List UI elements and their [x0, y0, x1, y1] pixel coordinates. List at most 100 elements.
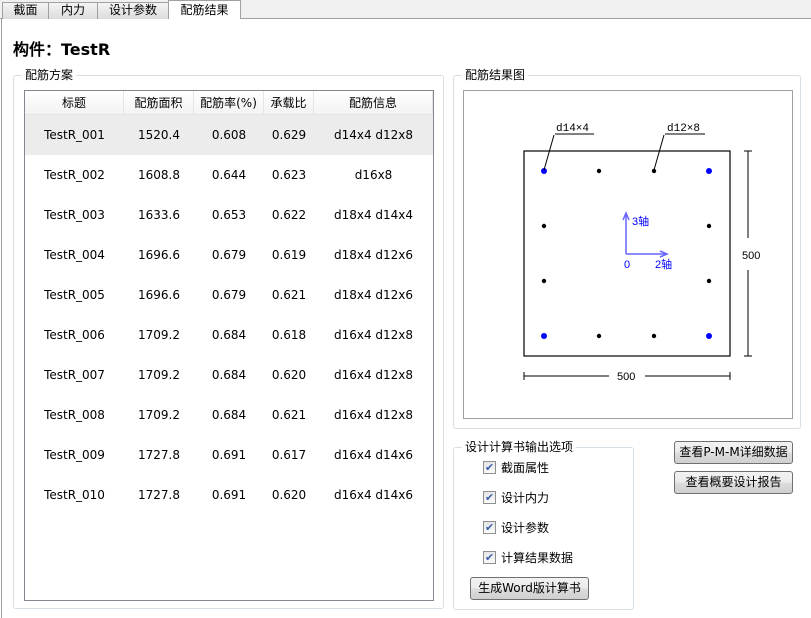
table-row[interactable]: TestR_006 1709.2 0.684 0.618 d16x4 d12x8 — [25, 315, 433, 355]
table-cell: d16x4 d12x8 — [333, 408, 414, 422]
table-row[interactable]: TestR_005 1696.6 0.679 0.621 d18x4 d12x6 — [25, 275, 433, 315]
width-dim-label: 500 — [617, 371, 635, 383]
table-cell: d18x4 d12x6 — [333, 288, 414, 302]
table-cell: 0.621 — [271, 288, 307, 302]
table-cell: d16x4 d14x6 — [333, 488, 414, 502]
table-row[interactable]: TestR_001 1520.4 0.608 0.629 d14x4 d12x8 — [25, 115, 433, 155]
axis3-label: 3轴 — [632, 214, 649, 228]
side-rebar — [651, 333, 657, 339]
diagram-group-label: 配筋结果图 — [462, 68, 529, 82]
option-label: 计算结果数据 — [501, 551, 574, 565]
table-cell: TestR_001 — [44, 128, 105, 142]
table-cell: 1709.2 — [138, 408, 180, 422]
table-row[interactable]: TestR_008 1709.2 0.684 0.621 d16x4 d12x8 — [25, 395, 433, 435]
output-options-group: 设计计算书输出选项 — [453, 440, 634, 610]
table-cell: d16x4 d14x6 — [333, 448, 414, 462]
table-cell: d14x4 d12x8 — [333, 128, 414, 142]
table-cell: TestR_005 — [44, 288, 105, 302]
checkbox-design-params[interactable]: ✔ — [483, 521, 496, 534]
table-cell: 0.684 — [211, 408, 247, 422]
table-cell: d18x4 d12x6 — [333, 248, 414, 262]
corner-rebar — [541, 333, 547, 339]
generate-word-button[interactable]: 生成Word版计算书 — [470, 577, 589, 600]
table-cell: 0.621 — [271, 408, 307, 422]
side-rebar — [541, 223, 547, 229]
table-row[interactable]: TestR_007 1709.2 0.684 0.620 d16x4 d12x8 — [25, 355, 433, 395]
output-options-label: 设计计算书输出选项 — [462, 440, 577, 454]
view-summary-report-button[interactable]: 查看概要设计报告 — [674, 471, 793, 494]
corner-bar-label: d14×4 — [556, 123, 589, 135]
table-cell: 0.629 — [271, 128, 307, 142]
height-dim-label: 500 — [742, 250, 760, 262]
table-cell: 0.620 — [271, 488, 307, 502]
side-rebar — [596, 333, 602, 339]
height-dimension — [744, 150, 752, 357]
origin-label: 0 — [624, 259, 630, 271]
table-cell: 0.684 — [211, 328, 247, 342]
axis-arrows — [622, 211, 669, 258]
tab-reinforcement-result[interactable]: 配筋结果 — [168, 0, 241, 20]
tab-internal-force[interactable]: 内力 — [48, 2, 98, 19]
corner-rebar — [706, 333, 712, 339]
page-title: 构件：TestR — [13, 40, 111, 59]
table-cell: 1608.8 — [138, 168, 180, 182]
table-cell: 1696.6 — [138, 288, 180, 302]
table-header: 标题 配筋面积 配筋率(%) 承载比 配筋信息 — [25, 91, 433, 115]
table-cell: 0.608 — [211, 128, 247, 142]
checkbox-section-props[interactable]: ✔ — [483, 461, 496, 474]
tab-design-params[interactable]: 设计参数 — [97, 2, 169, 19]
table-cell: TestR_004 — [44, 248, 105, 262]
diagram-canvas: d14×4 d12×8 500 500 3轴 0 2轴 — [463, 90, 793, 419]
table-cell: 1727.8 — [138, 448, 180, 462]
table-cell: 1633.6 — [138, 208, 180, 222]
table-cell: 0.653 — [211, 208, 247, 222]
side-rebar — [541, 278, 547, 284]
option-label: 设计参数 — [501, 521, 550, 535]
leader-line-side — [653, 134, 665, 171]
option-label: 截面属性 — [501, 461, 550, 475]
table-cell: 0.644 — [211, 168, 247, 182]
option-label: 设计内力 — [501, 491, 550, 505]
table-cell: 0.679 — [211, 288, 247, 302]
scheme-table[interactable]: 标题 配筋面积 配筋率(%) 承载比 配筋信息 TestR_001 1520.4 0… — [24, 90, 434, 601]
table-cell: 1520.4 — [138, 128, 180, 142]
table-cell: d16x4 d12x8 — [333, 368, 414, 382]
table-cell: d16x4 d12x8 — [333, 328, 414, 342]
scheme-group: 配筋方案 — [13, 68, 444, 609]
diagram-group: 配筋结果图 — [453, 68, 801, 429]
table-row[interactable]: TestR_002 1608.8 0.644 0.623 d16x8 — [25, 155, 433, 195]
section-outline — [523, 150, 731, 357]
view-pmm-detail-button[interactable]: 查看P-M-M详细数据 — [674, 441, 793, 464]
col-info[interactable]: 配筋信息 — [314, 91, 433, 115]
side-rebar — [651, 168, 657, 174]
col-title[interactable]: 标题 — [25, 91, 124, 115]
table-cell: 0.691 — [211, 488, 247, 502]
table-cell: 0.623 — [271, 168, 307, 182]
table-cell: TestR_010 — [44, 488, 105, 502]
side-rebar — [706, 223, 712, 229]
checkbox-result-data[interactable]: ✔ — [483, 551, 496, 564]
table-cell: 0.617 — [271, 448, 307, 462]
col-ratio[interactable]: 配筋率(%) — [194, 91, 264, 115]
table-cell: 1709.2 — [138, 328, 180, 342]
col-area[interactable]: 配筋面积 — [124, 91, 194, 115]
table-cell: 0.679 — [211, 248, 247, 262]
side-bar-label: d12×8 — [667, 123, 700, 135]
tab-section[interactable]: 截面 — [2, 2, 49, 19]
col-capacity[interactable]: 承载比 — [264, 91, 314, 115]
table-row[interactable]: TestR_003 1633.6 0.653 0.622 d18x4 d14x4 — [25, 195, 433, 235]
corner-rebar — [541, 168, 547, 174]
table-cell: TestR_003 — [44, 208, 105, 222]
checkbox-design-forces[interactable]: ✔ — [483, 491, 496, 504]
table-row[interactable]: TestR_009 1727.8 0.691 0.617 d16x4 d14x6 — [25, 435, 433, 475]
table-cell: 0.691 — [211, 448, 247, 462]
table-cell: 0.619 — [271, 248, 307, 262]
table-row[interactable]: TestR_010 1727.8 0.691 0.620 d16x4 d14x6 — [25, 475, 433, 515]
corner-rebar — [706, 168, 712, 174]
table-cell: TestR_008 — [44, 408, 105, 422]
table-cell: 0.620 — [271, 368, 307, 382]
width-dimension — [523, 372, 731, 380]
table-row[interactable]: TestR_004 1696.6 0.679 0.619 d18x4 d12x6 — [25, 235, 433, 275]
table-cell: 1727.8 — [138, 488, 180, 502]
table-cell: TestR_002 — [44, 168, 105, 182]
